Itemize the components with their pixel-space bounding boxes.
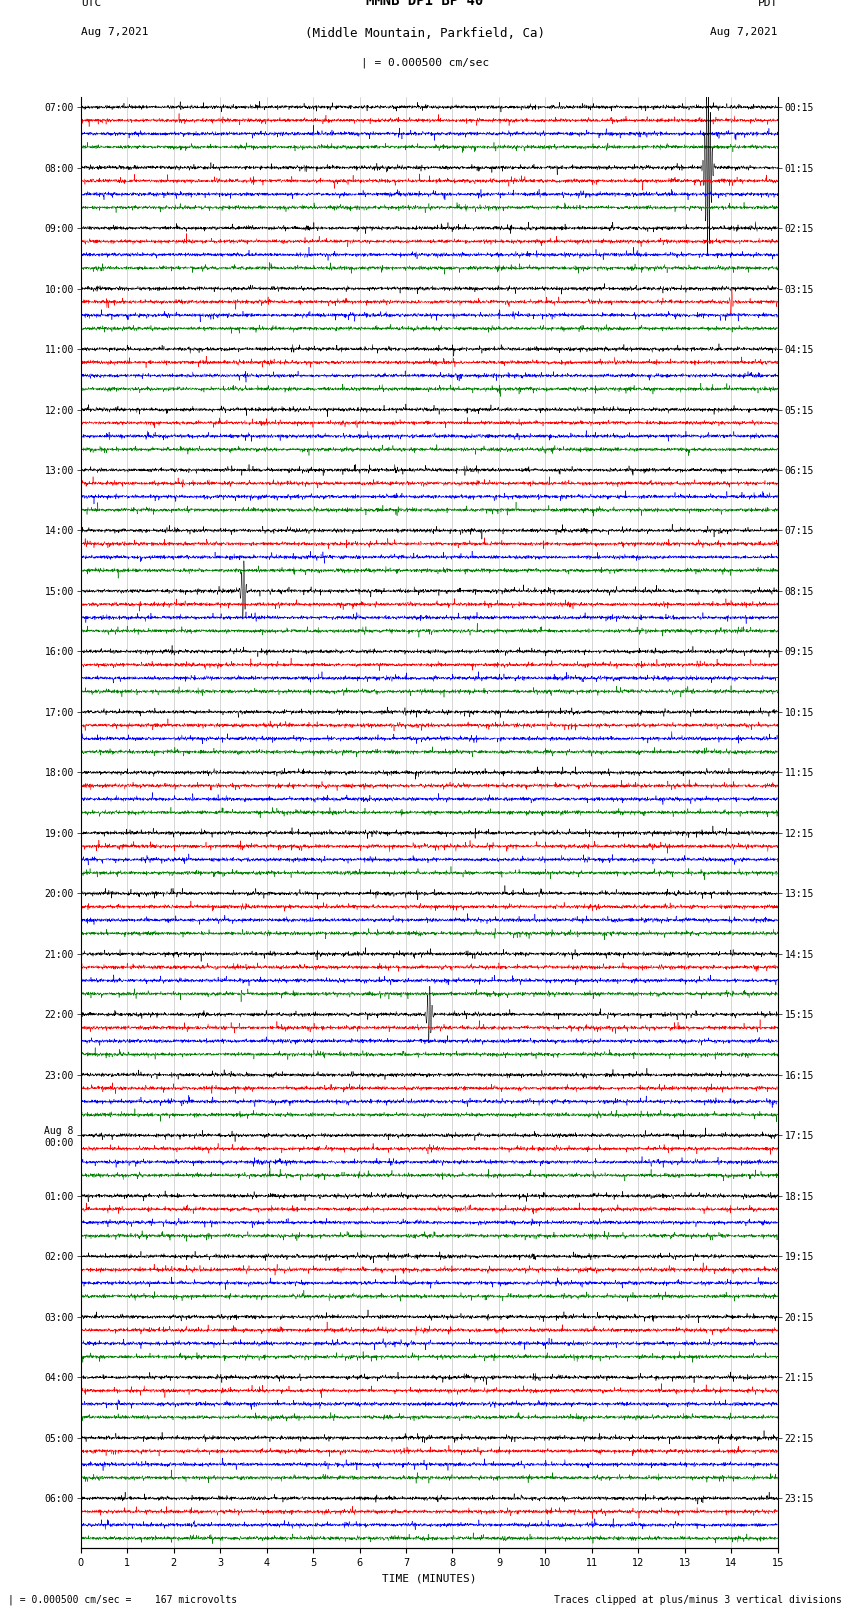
Text: UTC: UTC <box>81 0 101 8</box>
Text: (Middle Mountain, Parkfield, Ca): (Middle Mountain, Parkfield, Ca) <box>305 27 545 40</box>
Text: Aug 7,2021: Aug 7,2021 <box>81 27 148 37</box>
X-axis label: TIME (MINUTES): TIME (MINUTES) <box>382 1574 477 1584</box>
Text: PDT: PDT <box>757 0 778 8</box>
Text: Aug 7,2021: Aug 7,2021 <box>711 27 778 37</box>
Text: | = 0.000500 cm/sec =    167 microvolts: | = 0.000500 cm/sec = 167 microvolts <box>8 1594 238 1605</box>
Text: MMNB DP1 BP 40: MMNB DP1 BP 40 <box>366 0 484 8</box>
Text: Traces clipped at plus/minus 3 vertical divisions: Traces clipped at plus/minus 3 vertical … <box>553 1595 842 1605</box>
Text: | = 0.000500 cm/sec: | = 0.000500 cm/sec <box>361 56 489 68</box>
